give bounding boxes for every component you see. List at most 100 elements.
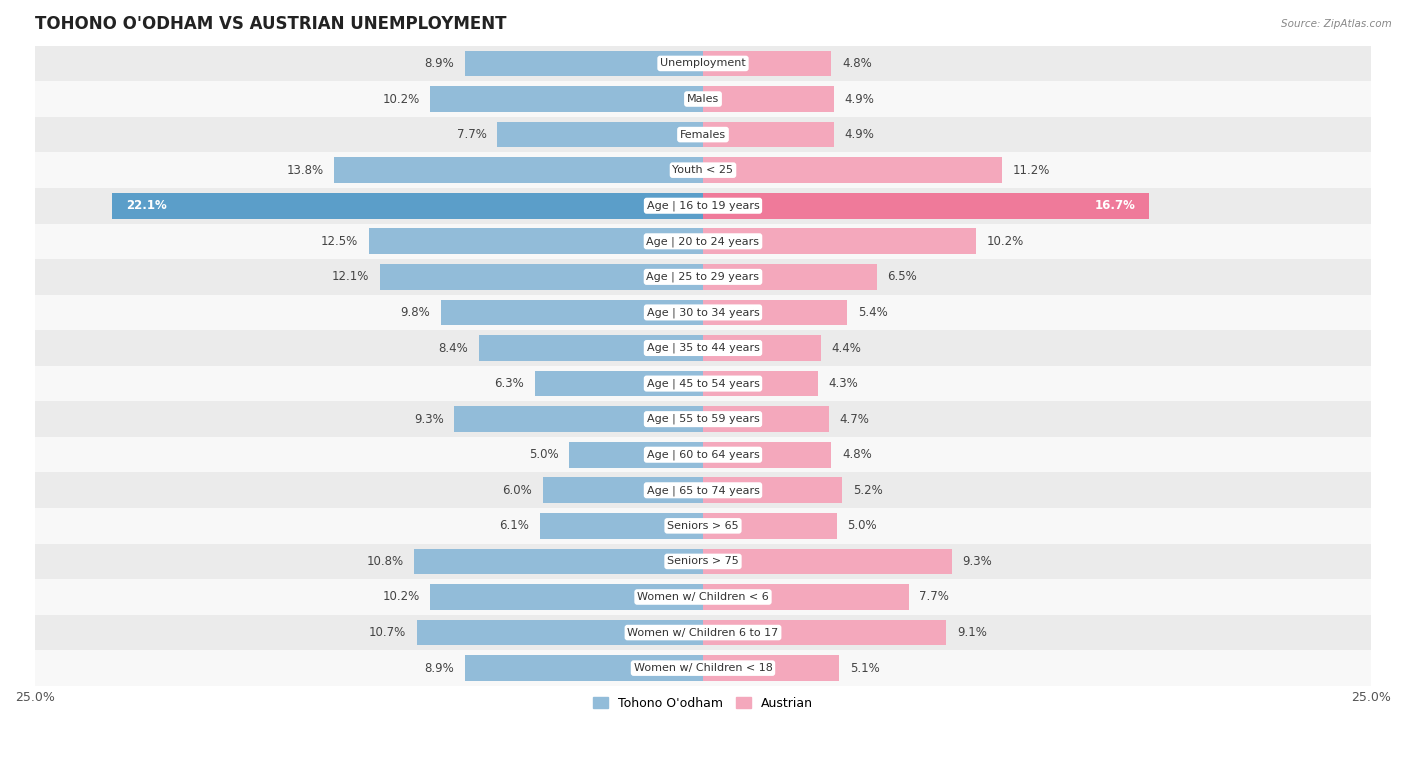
Bar bbox=[35, 117, 1371, 152]
Bar bbox=[534, 371, 703, 397]
Text: Age | 45 to 54 years: Age | 45 to 54 years bbox=[647, 378, 759, 389]
Bar bbox=[703, 513, 837, 539]
Text: 10.8%: 10.8% bbox=[367, 555, 404, 568]
Text: 7.7%: 7.7% bbox=[457, 128, 486, 141]
Text: Age | 20 to 24 years: Age | 20 to 24 years bbox=[647, 236, 759, 247]
Text: Age | 55 to 59 years: Age | 55 to 59 years bbox=[647, 414, 759, 425]
Text: Age | 65 to 74 years: Age | 65 to 74 years bbox=[647, 485, 759, 496]
Text: 12.1%: 12.1% bbox=[332, 270, 368, 283]
Text: 6.5%: 6.5% bbox=[887, 270, 917, 283]
Bar bbox=[703, 371, 818, 397]
Bar bbox=[703, 656, 839, 681]
Bar bbox=[35, 437, 1371, 472]
Text: 10.2%: 10.2% bbox=[382, 590, 420, 603]
Text: TOHONO O'ODHAM VS AUSTRIAN UNEMPLOYMENT: TOHONO O'ODHAM VS AUSTRIAN UNEMPLOYMENT bbox=[35, 15, 506, 33]
Bar bbox=[703, 264, 877, 290]
Bar bbox=[35, 152, 1371, 188]
Bar bbox=[335, 157, 703, 183]
Text: 4.9%: 4.9% bbox=[845, 128, 875, 141]
Text: 8.4%: 8.4% bbox=[439, 341, 468, 354]
Bar bbox=[703, 229, 976, 254]
Bar bbox=[465, 656, 703, 681]
Text: Women w/ Children < 18: Women w/ Children < 18 bbox=[634, 663, 772, 673]
Bar bbox=[35, 366, 1371, 401]
Legend: Tohono O'odham, Austrian: Tohono O'odham, Austrian bbox=[588, 692, 818, 715]
Text: Males: Males bbox=[688, 94, 718, 104]
Bar bbox=[703, 51, 831, 76]
Bar bbox=[703, 584, 908, 610]
Text: 5.4%: 5.4% bbox=[858, 306, 887, 319]
Bar bbox=[418, 620, 703, 646]
Bar bbox=[368, 229, 703, 254]
Text: 9.3%: 9.3% bbox=[962, 555, 993, 568]
Text: Women w/ Children < 6: Women w/ Children < 6 bbox=[637, 592, 769, 602]
Bar bbox=[35, 188, 1371, 223]
Bar bbox=[35, 330, 1371, 366]
Bar bbox=[430, 86, 703, 112]
Text: 10.2%: 10.2% bbox=[382, 92, 420, 105]
Bar bbox=[703, 300, 848, 326]
Bar bbox=[35, 294, 1371, 330]
Text: 8.9%: 8.9% bbox=[425, 662, 454, 674]
Bar bbox=[498, 122, 703, 148]
Bar bbox=[703, 478, 842, 503]
Text: 4.9%: 4.9% bbox=[845, 92, 875, 105]
Text: 5.0%: 5.0% bbox=[529, 448, 558, 461]
Text: Females: Females bbox=[681, 129, 725, 139]
Text: 10.7%: 10.7% bbox=[370, 626, 406, 639]
Text: Age | 30 to 34 years: Age | 30 to 34 years bbox=[647, 307, 759, 318]
Bar bbox=[454, 407, 703, 432]
Text: Age | 16 to 19 years: Age | 16 to 19 years bbox=[647, 201, 759, 211]
Text: 9.1%: 9.1% bbox=[957, 626, 987, 639]
Bar bbox=[35, 223, 1371, 259]
Bar bbox=[35, 401, 1371, 437]
Bar bbox=[112, 193, 703, 219]
Bar bbox=[380, 264, 703, 290]
Text: 4.3%: 4.3% bbox=[828, 377, 858, 390]
Bar bbox=[35, 615, 1371, 650]
Text: 7.7%: 7.7% bbox=[920, 590, 949, 603]
Bar bbox=[35, 579, 1371, 615]
Text: Youth < 25: Youth < 25 bbox=[672, 165, 734, 175]
Bar bbox=[35, 45, 1371, 81]
Bar bbox=[540, 513, 703, 539]
Text: 22.1%: 22.1% bbox=[125, 199, 166, 212]
Bar bbox=[703, 549, 952, 575]
Text: Age | 60 to 64 years: Age | 60 to 64 years bbox=[647, 450, 759, 460]
Text: 4.7%: 4.7% bbox=[839, 413, 869, 425]
Text: 10.2%: 10.2% bbox=[986, 235, 1024, 248]
Text: 5.1%: 5.1% bbox=[851, 662, 880, 674]
Bar bbox=[35, 508, 1371, 544]
Text: 4.8%: 4.8% bbox=[842, 448, 872, 461]
Text: Source: ZipAtlas.com: Source: ZipAtlas.com bbox=[1281, 19, 1392, 29]
Text: 11.2%: 11.2% bbox=[1012, 164, 1050, 176]
Text: 9.3%: 9.3% bbox=[413, 413, 444, 425]
Bar bbox=[703, 86, 834, 112]
Bar bbox=[703, 122, 834, 148]
Text: 5.0%: 5.0% bbox=[848, 519, 877, 532]
Text: Age | 25 to 29 years: Age | 25 to 29 years bbox=[647, 272, 759, 282]
Text: 6.1%: 6.1% bbox=[499, 519, 529, 532]
Bar bbox=[703, 442, 831, 468]
Bar bbox=[430, 584, 703, 610]
Bar bbox=[441, 300, 703, 326]
Text: 9.8%: 9.8% bbox=[401, 306, 430, 319]
Bar bbox=[703, 620, 946, 646]
Text: 5.2%: 5.2% bbox=[852, 484, 883, 497]
Text: Women w/ Children 6 to 17: Women w/ Children 6 to 17 bbox=[627, 628, 779, 637]
Text: 16.7%: 16.7% bbox=[1095, 199, 1136, 212]
Text: 4.4%: 4.4% bbox=[831, 341, 860, 354]
Text: 12.5%: 12.5% bbox=[321, 235, 359, 248]
Bar bbox=[415, 549, 703, 575]
Bar bbox=[35, 472, 1371, 508]
Bar bbox=[703, 407, 828, 432]
Text: 13.8%: 13.8% bbox=[287, 164, 323, 176]
Text: Seniors > 65: Seniors > 65 bbox=[668, 521, 738, 531]
Bar bbox=[35, 81, 1371, 117]
Bar bbox=[703, 335, 821, 361]
Bar bbox=[703, 157, 1002, 183]
Bar bbox=[35, 650, 1371, 686]
Text: Unemployment: Unemployment bbox=[661, 58, 745, 68]
Text: 6.3%: 6.3% bbox=[495, 377, 524, 390]
Bar bbox=[465, 51, 703, 76]
